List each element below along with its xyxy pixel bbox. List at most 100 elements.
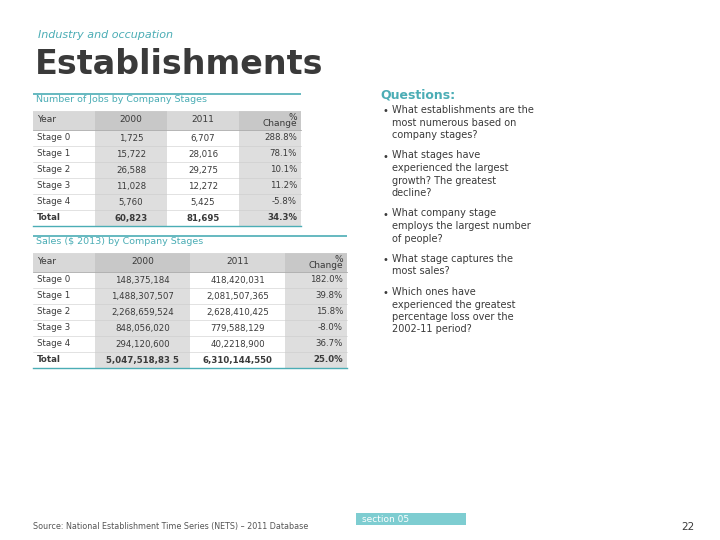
Text: percentage loss over the: percentage loss over the — [392, 312, 513, 322]
Bar — [33, 194, 301, 210]
Text: 2,081,507,365: 2,081,507,365 — [206, 292, 269, 300]
Bar — [33, 272, 347, 288]
Text: 22: 22 — [682, 522, 695, 532]
Text: Change: Change — [308, 261, 343, 271]
Text: •: • — [382, 106, 388, 116]
Text: 5,425: 5,425 — [191, 198, 215, 206]
Bar — [285, 272, 347, 288]
Text: Stage 4: Stage 4 — [37, 198, 71, 206]
Bar — [95, 194, 167, 210]
Text: Stage 1: Stage 1 — [37, 292, 71, 300]
Text: What company stage: What company stage — [392, 208, 496, 219]
Text: 40,2218,900: 40,2218,900 — [210, 340, 265, 348]
Bar — [33, 110, 301, 130]
Text: 12,272: 12,272 — [188, 181, 218, 191]
Bar — [239, 110, 301, 130]
Bar — [239, 178, 301, 194]
Text: Number of Jobs by Company Stages: Number of Jobs by Company Stages — [36, 95, 207, 104]
Text: Stage 0: Stage 0 — [37, 275, 71, 285]
Text: What stage captures the: What stage captures the — [392, 254, 513, 264]
Bar — [33, 352, 347, 368]
Text: 11,028: 11,028 — [116, 181, 146, 191]
Bar — [33, 162, 301, 178]
Text: 1,488,307,507: 1,488,307,507 — [111, 292, 174, 300]
Text: Questions:: Questions: — [380, 88, 455, 101]
Text: Change: Change — [262, 119, 297, 129]
Text: 182.0%: 182.0% — [310, 275, 343, 285]
Text: most numerous based on: most numerous based on — [392, 118, 516, 127]
Text: experienced the largest: experienced the largest — [392, 163, 508, 173]
Text: company stages?: company stages? — [392, 130, 477, 140]
Text: •: • — [382, 255, 388, 265]
Bar — [239, 130, 301, 146]
Text: 294,120,600: 294,120,600 — [115, 340, 170, 348]
Text: 418,420,031: 418,420,031 — [210, 275, 265, 285]
Bar — [33, 288, 347, 304]
Text: 5,047,518,83 5: 5,047,518,83 5 — [106, 355, 179, 364]
Text: 15.8%: 15.8% — [315, 307, 343, 316]
Text: %: % — [289, 112, 297, 122]
Text: 2000: 2000 — [120, 116, 143, 125]
Text: Establishments: Establishments — [35, 48, 323, 81]
Text: Stage 3: Stage 3 — [37, 181, 71, 191]
Bar — [285, 352, 347, 368]
Text: 779,588,129: 779,588,129 — [210, 323, 265, 333]
Bar — [33, 210, 301, 226]
Text: growth? The greatest: growth? The greatest — [392, 176, 496, 186]
Bar — [285, 304, 347, 320]
Bar — [95, 352, 190, 368]
Bar — [33, 146, 301, 162]
Bar — [95, 288, 190, 304]
Bar — [356, 513, 466, 525]
Bar — [239, 210, 301, 226]
Text: Stage 4: Stage 4 — [37, 340, 71, 348]
Text: 25.0%: 25.0% — [313, 355, 343, 364]
Bar — [95, 272, 190, 288]
Bar — [285, 336, 347, 352]
Text: 34.3%: 34.3% — [267, 213, 297, 222]
Text: -8.0%: -8.0% — [318, 323, 343, 333]
Text: 2011: 2011 — [226, 258, 249, 267]
Bar — [95, 130, 167, 146]
Text: What stages have: What stages have — [392, 151, 480, 160]
Text: most sales?: most sales? — [392, 267, 449, 276]
Text: 2000: 2000 — [131, 258, 154, 267]
Bar — [95, 210, 167, 226]
Text: 10.1%: 10.1% — [269, 165, 297, 174]
Text: Stage 3: Stage 3 — [37, 323, 71, 333]
Text: Stage 2: Stage 2 — [37, 307, 71, 316]
Bar — [285, 252, 347, 272]
Text: Stage 0: Stage 0 — [37, 133, 71, 143]
Text: Total: Total — [37, 213, 61, 222]
Text: Stage 2: Stage 2 — [37, 165, 71, 174]
Bar — [95, 252, 190, 272]
Bar — [95, 162, 167, 178]
Text: 26,588: 26,588 — [116, 165, 146, 174]
Text: 39.8%: 39.8% — [316, 292, 343, 300]
Bar — [95, 336, 190, 352]
Text: 2,268,659,524: 2,268,659,524 — [111, 307, 174, 316]
Text: •: • — [382, 288, 388, 298]
Text: 81,695: 81,695 — [186, 213, 220, 222]
Text: Year: Year — [37, 258, 56, 267]
Bar — [95, 146, 167, 162]
Text: %: % — [334, 254, 343, 264]
Bar — [95, 178, 167, 194]
Text: Total: Total — [37, 355, 61, 364]
Text: Industry and occupation: Industry and occupation — [38, 30, 173, 40]
Bar — [33, 304, 347, 320]
Text: 2002-11 period?: 2002-11 period? — [392, 325, 472, 334]
Text: 78.1%: 78.1% — [269, 150, 297, 159]
Bar — [33, 178, 301, 194]
Text: •: • — [382, 210, 388, 219]
Bar — [239, 162, 301, 178]
Bar — [239, 194, 301, 210]
Text: decline?: decline? — [392, 188, 433, 198]
Text: -5.8%: -5.8% — [272, 198, 297, 206]
Text: 36.7%: 36.7% — [315, 340, 343, 348]
Text: employs the largest number: employs the largest number — [392, 221, 531, 231]
Text: 28,016: 28,016 — [188, 150, 218, 159]
Bar — [239, 146, 301, 162]
Bar — [33, 252, 347, 272]
Text: experienced the greatest: experienced the greatest — [392, 300, 516, 309]
